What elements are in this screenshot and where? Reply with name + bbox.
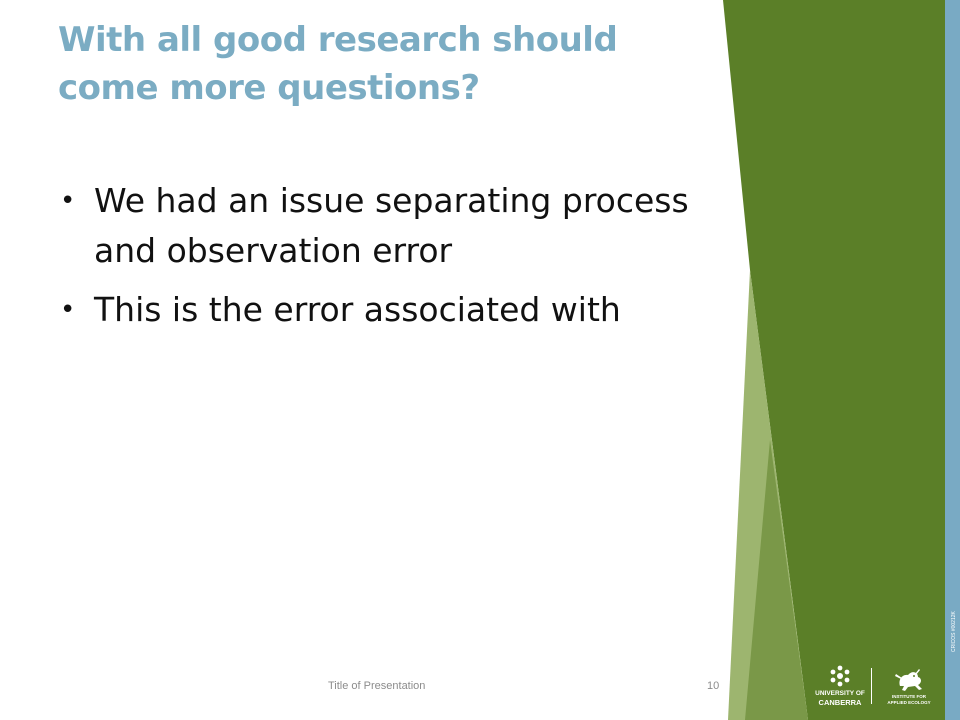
footer-presentation-title: Title of Presentation: [328, 680, 426, 692]
university-of-canberra-logo: UNIVERSITY OF CANBERRA: [812, 664, 868, 708]
frog-icon: [895, 669, 922, 691]
bullet-dot-icon: •: [60, 295, 76, 325]
mid-green-triangle: [745, 440, 808, 720]
institute-applied-ecology-logo: INSTITUTE FOR APPLIED ECOLOGY: [878, 664, 940, 708]
light-green-triangle: [728, 270, 808, 720]
university-line1: UNIVERSITY OF: [815, 690, 865, 697]
bullet-item: • This is the error associated with: [58, 285, 718, 335]
bullet-dot-icon: •: [60, 186, 76, 216]
institute-line2: APPLIED ECOLOGY: [887, 700, 931, 705]
green-panel: [723, 0, 945, 720]
bullet-list: • We had an issue separating process and…: [58, 176, 718, 344]
bullet-item: • We had an issue separating process and…: [58, 176, 718, 276]
bullet-text: We had an issue separating process and o…: [94, 181, 689, 270]
logo-divider: [871, 668, 872, 704]
university-line2: CANBERRA: [818, 698, 862, 707]
cricos-code: CRICOS #00212K: [951, 611, 957, 652]
snowflake-crest-icon: [830, 665, 850, 687]
slide-title: With all good research should come more …: [58, 20, 618, 108]
bullet-text: This is the error associated with: [94, 290, 621, 329]
page-number: 10: [707, 680, 720, 692]
institute-line1: INSTITUTE FOR: [892, 694, 926, 699]
